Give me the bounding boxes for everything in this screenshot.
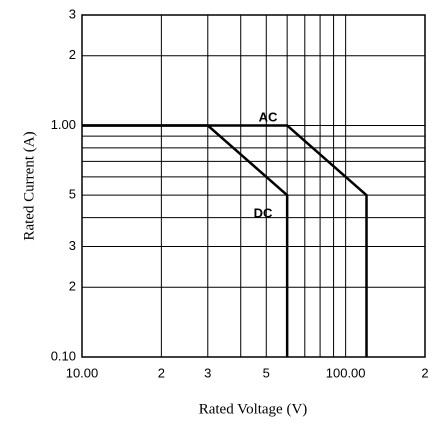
x-tick-label: 100.00 <box>326 365 366 380</box>
series-label: AC <box>259 109 278 124</box>
series-line <box>82 124 368 357</box>
y-tick-label: 1.00 <box>51 117 76 132</box>
y-axis-title: Rated Current (A) <box>21 131 37 240</box>
x-tick-label: 2 <box>421 365 428 380</box>
y-tick-label: 3 <box>69 238 76 253</box>
y-tick-label: 2 <box>69 279 76 294</box>
x-tick-label: 5 <box>263 365 270 380</box>
x-tick-label: 10.00 <box>66 365 99 380</box>
y-tick-label: 5 <box>69 187 76 202</box>
x-tick-label: 2 <box>158 365 165 380</box>
series-line <box>82 124 289 357</box>
series-label: DC <box>254 205 273 220</box>
x-axis-title: Rated Voltage (V) <box>199 401 308 417</box>
x-tick-label: 3 <box>204 365 211 380</box>
plot-frame <box>81 14 426 358</box>
y-tick-label: 0.10 <box>51 348 76 363</box>
y-tick-label: 2 <box>69 47 76 62</box>
y-tick-label: 3 <box>69 6 76 21</box>
